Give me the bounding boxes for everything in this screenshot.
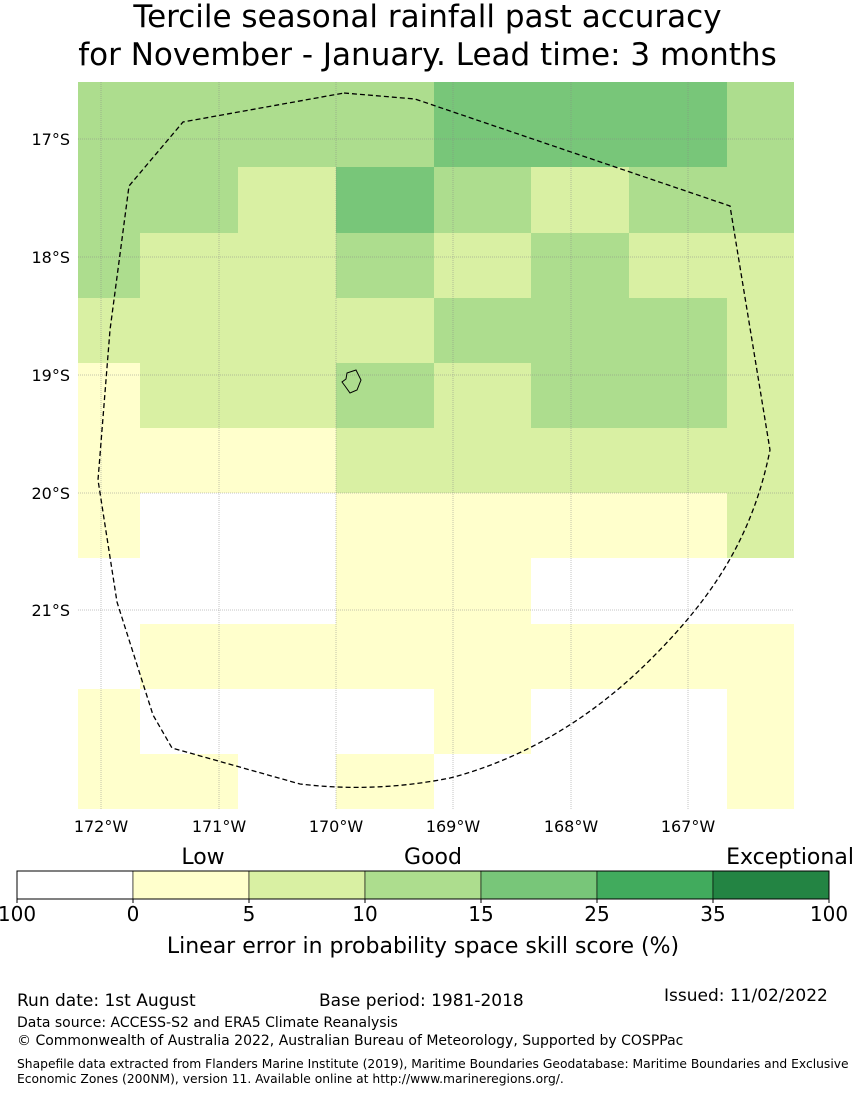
skill-cell	[78, 82, 336, 167]
skill-cell	[336, 167, 434, 233]
longitude-tick-label: 172°W	[74, 817, 129, 836]
latitude-tick-label: 20°S	[31, 484, 70, 503]
colorbar-ticks: 100 0 5 10 15 25 35 100	[0, 899, 848, 926]
copyright: © Commonwealth of Australia 2022, Austra…	[17, 1033, 684, 1049]
skill-cell	[336, 363, 434, 428]
skill-cell	[140, 689, 434, 754]
colorbar-tick-label: 35	[700, 902, 725, 926]
skill-cell	[78, 624, 140, 689]
eez-boundary	[97, 92, 771, 789]
colorbar-axis-label: Linear error in probability space skill …	[167, 934, 679, 959]
skill-cell	[238, 167, 336, 233]
shapefile-credit-line-1: Shapefile data extracted from Flanders M…	[17, 1057, 849, 1071]
skill-cell	[336, 233, 434, 298]
skill-cell	[336, 754, 434, 809]
colorbar-category-exceptional: Exceptional	[726, 845, 854, 870]
longitude-tick-label: 167°W	[661, 817, 716, 836]
colorbar-frame	[16, 870, 830, 900]
skill-cell	[336, 493, 727, 558]
colorbar-segment	[248, 870, 366, 900]
colorbar-segment	[596, 870, 714, 900]
colorbar-category-good: Good	[404, 845, 462, 870]
skill-cell	[629, 167, 727, 233]
map-axis-ticks: 172°W 171°W 170°W 169°W 168°W 167°W 17°S 18°S 19…	[31, 130, 715, 836]
colorbar-segment	[712, 870, 830, 900]
skill-cell	[727, 493, 794, 558]
longitude-tick-label: 168°W	[544, 817, 599, 836]
base-period: Base period: 1981-2018	[319, 991, 524, 1011]
map-title-line-1: Tercile seasonal rainfall past accuracy	[133, 0, 722, 35]
skill-cell	[238, 754, 336, 809]
colorbar-tick-label: 100	[810, 902, 848, 926]
skill-cell	[531, 167, 629, 233]
colorbar-tick-label: 0	[127, 902, 140, 926]
skill-cell	[336, 82, 434, 167]
skill-cell	[727, 689, 794, 754]
colorbar-tick-label: 15	[468, 902, 493, 926]
skill-cell	[140, 233, 336, 298]
colorbar-segment	[480, 870, 598, 900]
run-date: Run date: 1st August	[17, 991, 196, 1011]
shapefile-credit-line-2: Economic Zones (200NM), version 11. Avai…	[17, 1072, 564, 1086]
skill-cell	[336, 428, 794, 493]
latitude-tick-label: 18°S	[31, 248, 70, 267]
skill-grid	[78, 82, 794, 809]
skill-cell	[434, 754, 727, 809]
colorbar-category-low: Low	[181, 845, 224, 870]
colorbar-segment	[132, 870, 250, 900]
skill-cell	[140, 493, 336, 558]
skill-cell	[78, 298, 434, 363]
longitude-tick-label: 169°W	[426, 817, 481, 836]
data-source: Data source: ACCESS-S2 and ERA5 Climate …	[17, 1015, 398, 1031]
longitude-tick-label: 170°W	[309, 817, 364, 836]
colorbar-segment	[364, 870, 482, 900]
colorbar-tick-label: 100	[0, 902, 36, 926]
skill-cell	[78, 558, 336, 624]
skill-cell	[78, 428, 336, 493]
skill-cell	[434, 233, 531, 298]
skill-cell	[531, 363, 727, 428]
longitude-tick-label: 171°W	[192, 817, 247, 836]
colorbar-tick-label: 5	[243, 902, 256, 926]
skill-cell	[727, 298, 794, 363]
skill-cell	[78, 167, 238, 233]
skill-cell	[727, 754, 794, 809]
latitude-tick-label: 19°S	[31, 366, 70, 385]
skill-cell	[434, 82, 727, 167]
skill-cell	[727, 82, 794, 167]
skill-cell	[78, 233, 140, 298]
latitude-tick-label: 17°S	[31, 130, 70, 149]
skill-cell	[531, 689, 727, 754]
colorbar-tick-label: 10	[352, 902, 377, 926]
skill-cell	[78, 689, 140, 754]
skill-cell	[434, 689, 531, 754]
colorbar-segment	[16, 870, 134, 900]
latitude-tick-label: 21°S	[31, 601, 70, 620]
niue-island-outline	[341, 369, 362, 394]
skill-cell	[434, 167, 531, 233]
colorbar	[16, 870, 830, 900]
skill-cell	[434, 298, 727, 363]
skill-cell	[78, 363, 140, 428]
issued-date: Issued: 11/02/2022	[664, 986, 828, 1006]
skill-cell	[434, 363, 531, 428]
skill-cell	[531, 558, 794, 624]
graticule	[78, 82, 794, 809]
skill-cell	[78, 754, 238, 809]
skill-cell	[140, 363, 336, 428]
colorbar-tick-label: 25	[584, 902, 609, 926]
skill-cell	[140, 624, 794, 689]
map-title-line-2: for November - January. Lead time: 3 mon…	[78, 37, 777, 73]
skill-cell	[629, 233, 794, 298]
skill-cell	[531, 233, 629, 298]
skill-cell	[727, 167, 794, 233]
skill-cell	[336, 558, 531, 624]
